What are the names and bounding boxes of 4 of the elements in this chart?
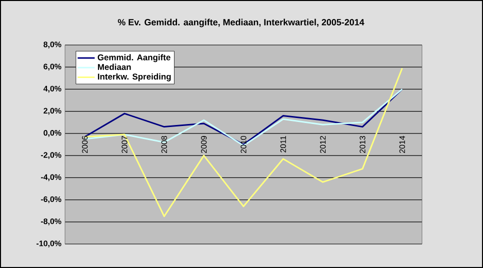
legend-label: Gemmid. Aangifte [98,54,170,62]
legend-label: Interkw. Spreiding [98,73,171,82]
chart-title: % Ev. Gemidd. aangifte, Mediaan, Interkwartiel, 2005-2014 [118,18,364,28]
legend-label: Mediaan [98,64,131,70]
